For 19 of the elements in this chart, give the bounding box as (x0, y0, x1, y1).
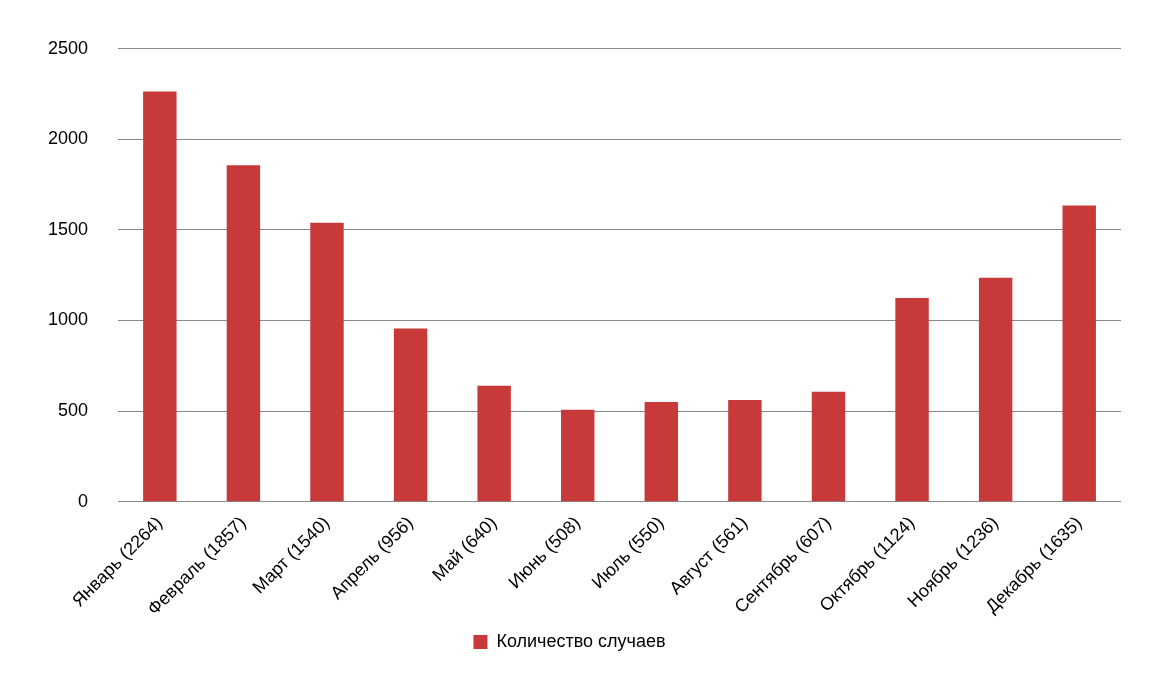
bar (393, 328, 428, 502)
y-tick-label: 2500 (48, 37, 89, 58)
y-tick-label: 0 (78, 490, 89, 511)
bar (310, 222, 344, 502)
bar (1062, 205, 1096, 502)
bar (644, 402, 679, 502)
legend-label: Количество случаев (496, 630, 666, 651)
bar (728, 400, 762, 502)
y-tick-label: 2000 (48, 128, 89, 149)
bar (477, 385, 511, 502)
bar (978, 277, 1013, 502)
bar (561, 409, 595, 502)
bar (895, 298, 929, 502)
bar (811, 391, 846, 502)
y-tick-label: 500 (58, 400, 89, 421)
y-tick-label: 1000 (48, 309, 89, 330)
y-tick-label: 1500 (48, 218, 89, 239)
bar (143, 91, 177, 502)
bar (226, 165, 261, 502)
